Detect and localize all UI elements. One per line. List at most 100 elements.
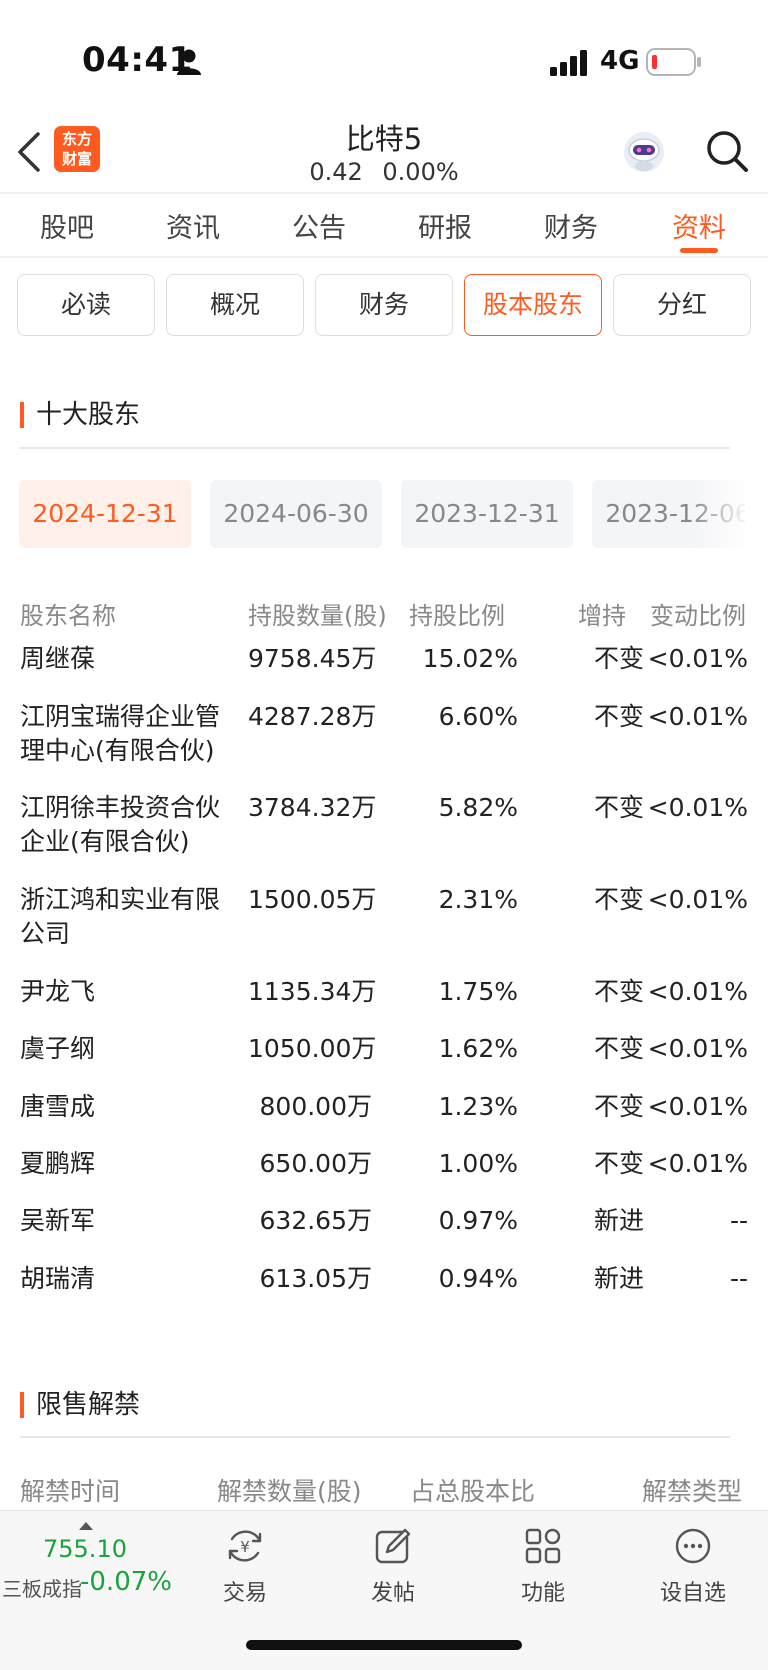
holding-ratio: 2.31%	[438, 885, 518, 914]
change-ratio: <0.01%	[647, 644, 748, 673]
tab-announcements[interactable]: 公告	[292, 213, 346, 244]
subtab-dividend[interactable]: 分红	[613, 274, 751, 336]
stock-header: 东方 财富 比特5 0.42 0.00%	[0, 110, 768, 194]
subtab-finance[interactable]: 财务	[315, 274, 453, 336]
holding-change: 新进	[593, 1206, 644, 1235]
holding-change: 不变	[593, 977, 644, 1006]
holding-ratio: 0.94%	[438, 1264, 518, 1293]
tab-guba[interactable]: 股吧	[40, 213, 94, 244]
column-header: 持股比例	[409, 602, 505, 630]
holding-ratio: 1.62%	[438, 1034, 518, 1063]
shareholder-name: 胡瑞清	[20, 1264, 96, 1293]
shareholder-name: 虞子纲	[20, 1034, 96, 1063]
change-ratio: --	[729, 1264, 748, 1293]
nav-functions[interactable]: 功能	[488, 1525, 598, 1607]
shareholder-name: 夏鹏辉	[20, 1149, 96, 1178]
shareholder-name: 吴新军	[20, 1206, 96, 1235]
column-header: 占总股本比	[410, 1477, 536, 1506]
column-header: 解禁类型	[642, 1477, 743, 1506]
shareholder-name: 周继葆	[20, 644, 96, 673]
signal-icon	[550, 50, 587, 76]
change-ratio: <0.01%	[647, 1034, 748, 1063]
date-chip[interactable]: 2023-12-31	[401, 480, 573, 548]
holding-change: 不变	[593, 793, 644, 822]
stock-change-pct: 0.00%	[382, 158, 459, 186]
nav-label: 交易	[222, 1581, 267, 1606]
more-circle-icon	[675, 1528, 711, 1564]
stock-quote: 0.42 0.00%	[0, 158, 768, 186]
search-icon[interactable]	[704, 128, 750, 174]
shares-held: 3784.32万	[248, 793, 377, 822]
main-tab-bar: 股吧 资讯 公告 研报 财务 资料	[0, 196, 768, 258]
shares-held: 4287.28万	[248, 702, 377, 731]
change-ratio: <0.01%	[647, 1149, 748, 1178]
change-ratio: <0.01%	[647, 702, 748, 731]
index-value: 755.10	[43, 1535, 127, 1563]
index-change: -0.07%	[80, 1567, 172, 1597]
tab-profile[interactable]: 资料	[672, 213, 726, 244]
stock-price: 0.42	[309, 158, 363, 186]
home-indicator	[246, 1640, 522, 1650]
holding-change: 新进	[593, 1264, 644, 1293]
section-title-lockup: 限售解禁	[20, 1392, 140, 1418]
holding-change: 不变	[593, 885, 644, 914]
app-logo[interactable]: 东方 财富	[54, 126, 100, 172]
battery-icon	[646, 48, 701, 76]
change-ratio: <0.01%	[647, 1092, 748, 1121]
column-header: 股东名称	[20, 602, 116, 630]
change-ratio: <0.01%	[647, 977, 748, 1006]
shareholder-name: 江阴宝瑞得企业管理中心(有限合伙)	[20, 702, 221, 765]
shares-held: 1135.34万	[248, 977, 377, 1006]
date-chip[interactable]: 2024-06-30	[210, 480, 382, 548]
shareholder-name: 江阴徐丰投资合伙企业(有限合伙)	[20, 793, 221, 856]
shares-held: 650.00万	[259, 1149, 372, 1178]
scroll-fade	[690, 480, 750, 548]
holding-ratio: 1.75%	[438, 977, 518, 1006]
section-divider	[20, 1436, 730, 1438]
network-label: 4G	[600, 46, 640, 76]
shares-held: 1500.05万	[248, 885, 377, 914]
holding-change: 不变	[593, 644, 644, 673]
nav-label: 发帖	[370, 1581, 415, 1606]
shares-held: 632.65万	[259, 1206, 372, 1235]
report-date-selector: 2024-12-31 2024-06-30 2023-12-31 2023-12…	[19, 480, 745, 548]
shareholder-name: 尹龙飞	[20, 977, 96, 1006]
svg-text:¥: ¥	[240, 1538, 250, 1556]
subtab-must-read[interactable]: 必读	[17, 274, 155, 336]
shareholder-name: 唐雪成	[20, 1092, 96, 1121]
stock-name: 比特5	[345, 122, 423, 156]
section-divider	[20, 447, 730, 449]
holding-ratio: 1.23%	[438, 1092, 518, 1121]
holding-change: 不变	[593, 1034, 644, 1063]
subtab-shareholders[interactable]: 股本股东	[464, 274, 602, 336]
tab-finance[interactable]: 财务	[544, 213, 598, 244]
holding-ratio: 1.00%	[438, 1149, 518, 1178]
tab-news[interactable]: 资讯	[166, 213, 220, 244]
nav-add-watchlist[interactable]: 设自选	[638, 1525, 748, 1607]
tab-research[interactable]: 研报	[418, 213, 472, 244]
column-header: 持股数量(股)	[248, 602, 387, 630]
column-header: 解禁数量(股)	[217, 1477, 362, 1506]
back-icon[interactable]	[14, 130, 44, 174]
subtab-overview[interactable]: 概况	[166, 274, 304, 336]
change-ratio: --	[729, 1206, 748, 1235]
holding-ratio: 5.82%	[438, 793, 518, 822]
change-ratio: <0.01%	[647, 793, 748, 822]
nav-post[interactable]: 发帖	[338, 1525, 448, 1607]
section-title-top-shareholders: 十大股东	[20, 402, 140, 428]
nav-label: 设自选	[659, 1581, 726, 1606]
assistant-robot-icon[interactable]	[620, 128, 668, 176]
column-header: 变动比例	[650, 602, 746, 630]
nav-trade[interactable]: ¥ 交易	[190, 1525, 300, 1607]
index-name: 三板成指	[2, 1577, 82, 1601]
change-ratio: <0.01%	[647, 885, 748, 914]
sub-tab-bar: 必读 概况 财务 股本股东 分红	[17, 274, 751, 336]
status-time: 04:41	[82, 40, 193, 80]
caret-up-icon	[79, 1522, 93, 1530]
column-header: 增持	[578, 602, 626, 630]
date-chip[interactable]: 2024-12-31	[19, 480, 191, 548]
holding-ratio: 6.60%	[438, 702, 518, 731]
holding-change: 不变	[593, 1092, 644, 1121]
shares-held: 9758.45万	[248, 644, 377, 673]
column-header: 解禁时间	[20, 1477, 121, 1506]
